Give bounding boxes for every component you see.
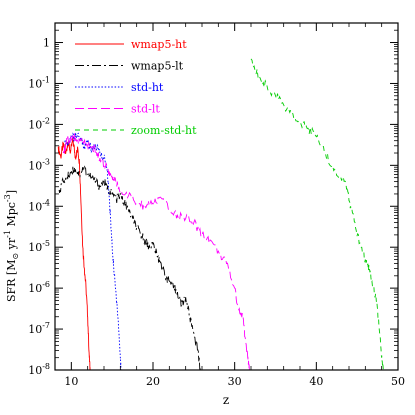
- series-line-wmap5-lt: [58, 165, 201, 370]
- y-tick-label: 10-1: [28, 75, 50, 90]
- legend: wmap5-ht wmap5-lt std-ht std-lt zoom-std-ht: [75, 38, 197, 137]
- y-tick-label: 10-5: [28, 239, 50, 254]
- y-axis-label: SFR [M⊙ yr-1 Mpc-3]: [3, 190, 20, 302]
- series-line-wmap5-ht: [57, 137, 91, 370]
- plot-frame: [54, 22, 399, 371]
- legend-label-wmap5-lt: wmap5-lt: [131, 60, 184, 73]
- series-line-std-ht: [64, 132, 122, 370]
- ticks-layer: 10 20 30 40 50 1 10-1 10-2 10-3 10-4 10-5 10-6 10-7 1…: [28, 22, 405, 388]
- y-tick-label: 10-4: [28, 198, 50, 213]
- y-tick-label: 10-8: [28, 362, 50, 377]
- x-tick-label: 30: [228, 375, 242, 388]
- legend-label-zoom-std-ht: zoom-std-ht: [131, 124, 197, 137]
- y-tick-label: 10-2: [28, 116, 50, 131]
- series-line-zoom-std-ht: [250, 58, 384, 370]
- x-axis-label: z: [223, 393, 229, 407]
- series-line-std-lt: [62, 132, 250, 370]
- legend-label-wmap5-ht: wmap5-ht: [131, 38, 187, 51]
- legend-label-std-lt: std-lt: [131, 103, 160, 116]
- y-tick-label: 10-6: [28, 280, 50, 295]
- y-tick-label: 10-3: [28, 157, 50, 172]
- x-tick-label: 40: [309, 375, 323, 388]
- y-tick-label: 1: [43, 37, 50, 50]
- legend-label-std-ht: std-ht: [131, 81, 164, 94]
- y-tick-label: 10-7: [28, 321, 50, 336]
- x-tick-label: 20: [146, 375, 160, 388]
- series-layer: [57, 58, 384, 370]
- x-tick-label: 50: [391, 375, 405, 388]
- x-tick-label: 10: [64, 375, 78, 388]
